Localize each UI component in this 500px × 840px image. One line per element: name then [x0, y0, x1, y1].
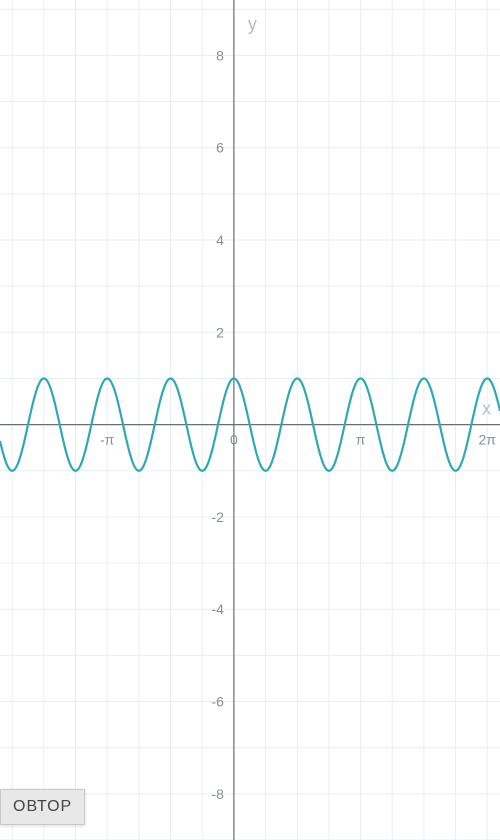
svg-text:0: 0: [230, 432, 238, 448]
repeat-button[interactable]: ОВТОР: [0, 789, 85, 825]
svg-text:2: 2: [216, 324, 224, 340]
chart-plot: 8 6 4 2 -2 -4 -6 -8 -π 0 π 2π y x: [0, 0, 500, 840]
svg-text:-2: -2: [211, 509, 224, 525]
repeat-button-label: ОВТОР: [13, 798, 72, 815]
svg-text:6: 6: [216, 140, 224, 156]
svg-text:y: y: [248, 14, 257, 34]
svg-text:π: π: [356, 432, 366, 448]
svg-text:-8: -8: [211, 786, 224, 802]
svg-text:-4: -4: [211, 601, 224, 617]
svg-text:-π: -π: [100, 432, 115, 448]
svg-text:8: 8: [216, 47, 224, 63]
svg-text:4: 4: [216, 232, 224, 248]
svg-text:-6: -6: [211, 694, 224, 710]
svg-text:x: x: [482, 399, 491, 419]
svg-text:2π: 2π: [478, 432, 496, 448]
